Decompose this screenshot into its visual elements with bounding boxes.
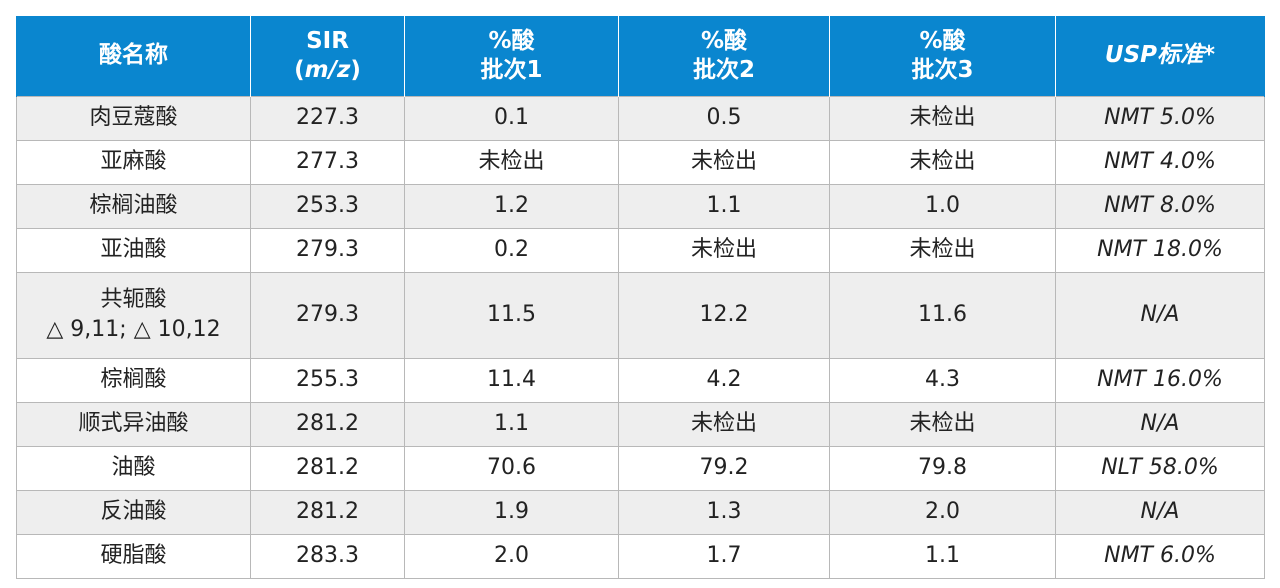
header-sir: SIR (m/z) — [250, 16, 405, 96]
usp-standard-cell: NMT 8.0% — [1055, 183, 1265, 229]
batch-3-cell: 11.6 — [829, 271, 1056, 359]
header-batch-2: %酸 批次2 — [618, 16, 830, 96]
batch-2-cell: 未检出 — [618, 401, 830, 447]
sir-cell: 279.3 — [250, 227, 405, 273]
acid-name-cell: 棕榈油酸 — [16, 183, 251, 229]
table-row: 肉豆蔻酸 227.3 0.1 0.5 未检出 NMT 5.0% — [16, 95, 1265, 141]
batch-2-cell: 79.2 — [618, 445, 830, 491]
acid-name-cell: 亚麻酸 — [16, 139, 251, 185]
batch-1-cell: 0.1 — [404, 95, 619, 141]
batch-2-cell: 1.7 — [618, 533, 830, 579]
acid-name-line: 硬脂酸 — [100, 543, 167, 568]
table-row: 共轭酸 △ 9,11; △ 10,12 279.3 11.5 12.2 11.6 N/A — [16, 271, 1265, 359]
sir-cell: 281.2 — [250, 401, 405, 447]
header-batch-1: %酸 批次1 — [404, 16, 619, 96]
batch-1-cell: 0.2 — [404, 227, 619, 273]
acid-name-cell: 硬脂酸 — [16, 533, 251, 579]
batch-2-cell: 12.2 — [618, 271, 830, 359]
usp-standard-cell: N/A — [1055, 271, 1265, 359]
batch-2-cell: 1.1 — [618, 183, 830, 229]
table-row: 亚油酸 279.3 0.2 未检出 未检出 NMT 18.0% — [16, 227, 1265, 273]
acid-name-cell: 油酸 — [16, 445, 251, 491]
usp-standard-cell: NMT 5.0% — [1055, 95, 1265, 141]
usp-standard-cell: NMT 16.0% — [1055, 357, 1265, 403]
batch-2-cell: 未检出 — [618, 139, 830, 185]
acid-name-line: 棕榈酸 — [100, 367, 167, 392]
batch-2-cell: 1.3 — [618, 489, 830, 535]
batch-3-cell: 未检出 — [829, 227, 1056, 273]
header-usp-standard: USP标准* — [1055, 16, 1265, 96]
header-sir-mz: (m/z) — [294, 56, 361, 83]
batch-3-cell: 未检出 — [829, 401, 1056, 447]
acid-name-cell: 反油酸 — [16, 489, 251, 535]
acid-name-line: 油酸 — [111, 455, 156, 480]
sir-cell: 227.3 — [250, 95, 405, 141]
batch-1-cell: 未检出 — [404, 139, 619, 185]
table-row: 棕榈酸 255.3 11.4 4.2 4.3 NMT 16.0% — [16, 357, 1265, 403]
header-batch-3: %酸 批次3 — [829, 16, 1056, 96]
acid-name-line: 棕榈油酸 — [89, 193, 178, 218]
acid-name-line: △ 9,11; △ 10,12 — [46, 317, 221, 342]
acid-name-line: 顺式异油酸 — [78, 411, 189, 436]
batch-3-cell: 未检出 — [829, 139, 1056, 185]
acid-name-line: 反油酸 — [100, 499, 167, 524]
table-container: 酸名称 SIR (m/z) %酸 批次1 %酸 批次2 %酸 批次3 — [16, 16, 1265, 579]
usp-standard-cell: NMT 18.0% — [1055, 227, 1265, 273]
sir-cell: 281.2 — [250, 445, 405, 491]
fatty-acid-table: 酸名称 SIR (m/z) %酸 批次1 %酸 批次2 %酸 批次3 — [16, 16, 1265, 579]
sir-cell: 253.3 — [250, 183, 405, 229]
sir-cell: 255.3 — [250, 357, 405, 403]
usp-standard-cell: NMT 4.0% — [1055, 139, 1265, 185]
batch-1-cell: 1.9 — [404, 489, 619, 535]
table-row: 亚麻酸 277.3 未检出 未检出 未检出 NMT 4.0% — [16, 139, 1265, 185]
usp-standard-cell: NLT 58.0% — [1055, 445, 1265, 491]
sir-cell: 277.3 — [250, 139, 405, 185]
batch-3-cell: 4.3 — [829, 357, 1056, 403]
batch-3-cell: 1.1 — [829, 533, 1056, 579]
acid-name-line: 亚麻酸 — [100, 149, 167, 174]
table-row: 反油酸 281.2 1.9 1.3 2.0 N/A — [16, 489, 1265, 535]
acid-name-line: 共轭酸 — [100, 287, 167, 312]
batch-1-cell: 2.0 — [404, 533, 619, 579]
batch-1-cell: 1.2 — [404, 183, 619, 229]
acid-name-cell: 顺式异油酸 — [16, 401, 251, 447]
acid-name-line: 肉豆蔻酸 — [89, 105, 178, 130]
batch-1-cell: 70.6 — [404, 445, 619, 491]
acid-name-cell: 肉豆蔻酸 — [16, 95, 251, 141]
batch-2-cell: 4.2 — [618, 357, 830, 403]
batch-1-cell: 11.4 — [404, 357, 619, 403]
header-acid-name: 酸名称 — [16, 16, 251, 96]
usp-standard-cell: N/A — [1055, 401, 1265, 447]
mz-italic: m/z — [304, 56, 351, 83]
batch-3-cell: 未检出 — [829, 95, 1056, 141]
usp-standard-cell: N/A — [1055, 489, 1265, 535]
batch-3-cell: 79.8 — [829, 445, 1056, 491]
table-header: 酸名称 SIR (m/z) %酸 批次1 %酸 批次2 %酸 批次3 — [16, 16, 1265, 96]
table-row: 油酸 281.2 70.6 79.2 79.8 NLT 58.0% — [16, 445, 1265, 491]
usp-standard-cell: NMT 6.0% — [1055, 533, 1265, 579]
batch-3-cell: 1.0 — [829, 183, 1056, 229]
sir-cell: 281.2 — [250, 489, 405, 535]
header-row: 酸名称 SIR (m/z) %酸 批次1 %酸 批次2 %酸 批次3 — [16, 16, 1265, 96]
sir-cell: 283.3 — [250, 533, 405, 579]
acid-name-cell: 亚油酸 — [16, 227, 251, 273]
batch-1-cell: 1.1 — [404, 401, 619, 447]
batch-3-cell: 2.0 — [829, 489, 1056, 535]
table-row: 顺式异油酸 281.2 1.1 未检出 未检出 N/A — [16, 401, 1265, 447]
batch-2-cell: 0.5 — [618, 95, 830, 141]
table-body: 肉豆蔻酸 227.3 0.1 0.5 未检出 NMT 5.0% 亚麻酸 277.3 未检出 未检出… — [16, 95, 1265, 579]
acid-name-line: 亚油酸 — [100, 237, 167, 262]
acid-name-cell: 棕榈酸 — [16, 357, 251, 403]
table-row: 棕榈油酸 253.3 1.2 1.1 1.0 NMT 8.0% — [16, 183, 1265, 229]
sir-cell: 279.3 — [250, 271, 405, 359]
acid-name-cell: 共轭酸 △ 9,11; △ 10,12 — [16, 271, 251, 359]
batch-1-cell: 11.5 — [404, 271, 619, 359]
batch-2-cell: 未检出 — [618, 227, 830, 273]
table-row: 硬脂酸 283.3 2.0 1.7 1.1 NMT 6.0% — [16, 533, 1265, 579]
